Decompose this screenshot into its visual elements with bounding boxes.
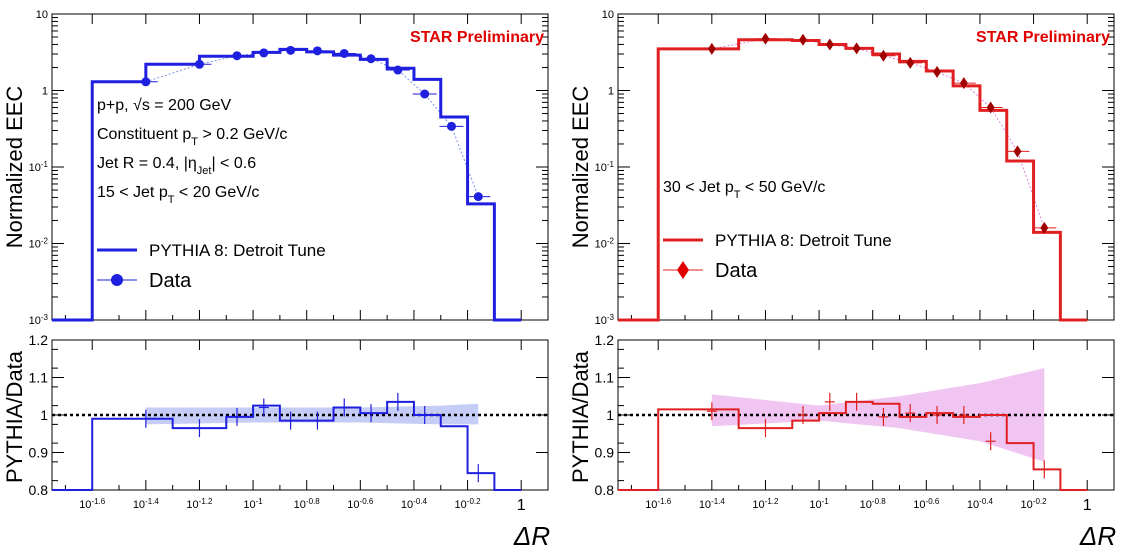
data-point (473, 192, 483, 202)
y-tick-label: 10-2 (595, 236, 615, 251)
ratio-y-tick-label: 1.2 (595, 332, 615, 348)
data-point (879, 49, 888, 62)
ratio-y-tick-label: 0.9 (29, 445, 49, 461)
x-tick-label: 10-0.4 (967, 497, 994, 512)
data-point (446, 121, 456, 131)
y-tick-label: 10-1 (29, 160, 49, 175)
y-axis-title: Normalized EEC (568, 86, 593, 249)
x-tick-label: 10-1.4 (699, 497, 726, 512)
x-tick-label: 10-0.6 (347, 497, 374, 512)
x-tick-label: 1 (517, 497, 526, 514)
y-tick-label: 10-1 (595, 160, 615, 175)
ratio-y-tick-label: 1 (606, 407, 614, 423)
ratio-y-tick-label: 1 (40, 407, 48, 423)
annotation-text: 30 < Jet pT < 50 GeV/c (663, 179, 825, 201)
y-tick-label: 10 (602, 9, 614, 21)
panel-right: 10 1 10-1 10-2 10-3 0.8 0.9 1 1.1 1.2 10-1.6 10-1.4… (568, 9, 1116, 551)
x-tick-label: 10-1.2 (752, 497, 779, 512)
x-tick-label: 10-0.2 (455, 497, 482, 512)
top-plot-frame (617, 13, 1115, 321)
annotation-text: 15 < Jet pT < 20 GeV/c (97, 184, 259, 206)
y-axis-title: Normalized EEC (2, 86, 27, 249)
data-point (1013, 145, 1022, 158)
annotation-text: Jet R = 0.4, |ηJet| < 0.6 (97, 155, 256, 177)
data-point (286, 45, 296, 55)
panel-left: 10 1 10-1 10-2 10-3 0.8 0.9 1 1.1 1.2 10-1.6 10-1.4… (2, 9, 550, 551)
y-tick-label: 10-3 (29, 313, 49, 328)
ratio-y-tick-label: 1.1 (595, 370, 615, 386)
legend-pythia-label: PYTHIA 8: Detroit Tune (715, 231, 892, 250)
y-tick-label: 10-2 (29, 236, 49, 251)
data-point (761, 32, 770, 45)
ratio-y-tick-label: 1.2 (29, 332, 49, 348)
data-point (393, 65, 403, 75)
data-point (312, 46, 322, 56)
x-tick-label: 10-0.4 (401, 497, 428, 512)
x-tick-label: 10-1.2 (186, 497, 213, 512)
x-tick-label: 10-1 (243, 497, 263, 512)
data-point (339, 48, 349, 58)
legend-pythia-label: PYTHIA 8: Detroit Tune (149, 241, 326, 260)
x-tick-label: 10-0.6 (913, 497, 940, 512)
ratio-y-tick-label: 0.9 (595, 445, 615, 461)
x-tick-label: 10-0.8 (294, 497, 321, 512)
legend-data-label: Data (149, 270, 192, 292)
annotation-text: Constituent pT > 0.2 GeV/c (97, 126, 287, 148)
data-point (366, 54, 376, 64)
x-tick-label: 10-0.2 (1021, 497, 1048, 512)
data-point (707, 42, 716, 55)
ratio-y-tick-label: 0.8 (29, 482, 49, 498)
legend-data-marker (111, 274, 123, 286)
data-trend-line (711, 38, 1045, 229)
y-tick-label: 10 (36, 9, 48, 21)
star-preliminary-label: STAR Preliminary (976, 29, 1110, 46)
x-axis-title: ΔR (513, 521, 550, 551)
x-tick-label: 10-1 (809, 497, 829, 512)
x-tick-label: 10-0.8 (860, 497, 887, 512)
legend-data-label: Data (715, 260, 758, 282)
y-tick-label: 1 (42, 86, 48, 98)
ratio-histogram (52, 400, 522, 491)
annotation-text: p+p, √s = 200 GeV (97, 97, 232, 114)
x-axis-title: ΔR (1079, 521, 1116, 551)
data-point (259, 48, 269, 58)
data-point (906, 56, 915, 69)
data-trend-line (145, 49, 479, 197)
ratio-y-tick-label: 0.8 (595, 482, 615, 498)
x-tick-label: 10-1.6 (79, 497, 106, 512)
data-point (232, 51, 242, 61)
ratio-y-axis-title: PYTHIA/Data (2, 350, 27, 483)
data-point (194, 59, 204, 69)
y-tick-label: 1 (608, 86, 614, 98)
ratio-y-axis-title: PYTHIA/Data (568, 350, 593, 483)
data-point (933, 65, 942, 78)
star-preliminary-label: STAR Preliminary (410, 29, 544, 46)
data-point (1040, 221, 1049, 234)
data-point (825, 38, 834, 51)
data-point (798, 33, 807, 46)
x-tick-label: 1 (1083, 497, 1092, 514)
legend-data-marker (677, 261, 689, 279)
x-tick-label: 10-1.6 (645, 497, 672, 512)
x-tick-label: 10-1.4 (133, 497, 160, 512)
data-point (420, 89, 430, 99)
ratio-y-tick-label: 1.1 (29, 370, 49, 386)
y-tick-label: 10-3 (595, 313, 615, 328)
data-point (852, 42, 861, 55)
data-point (986, 101, 995, 114)
data-point (959, 77, 968, 90)
data-point (141, 77, 151, 87)
